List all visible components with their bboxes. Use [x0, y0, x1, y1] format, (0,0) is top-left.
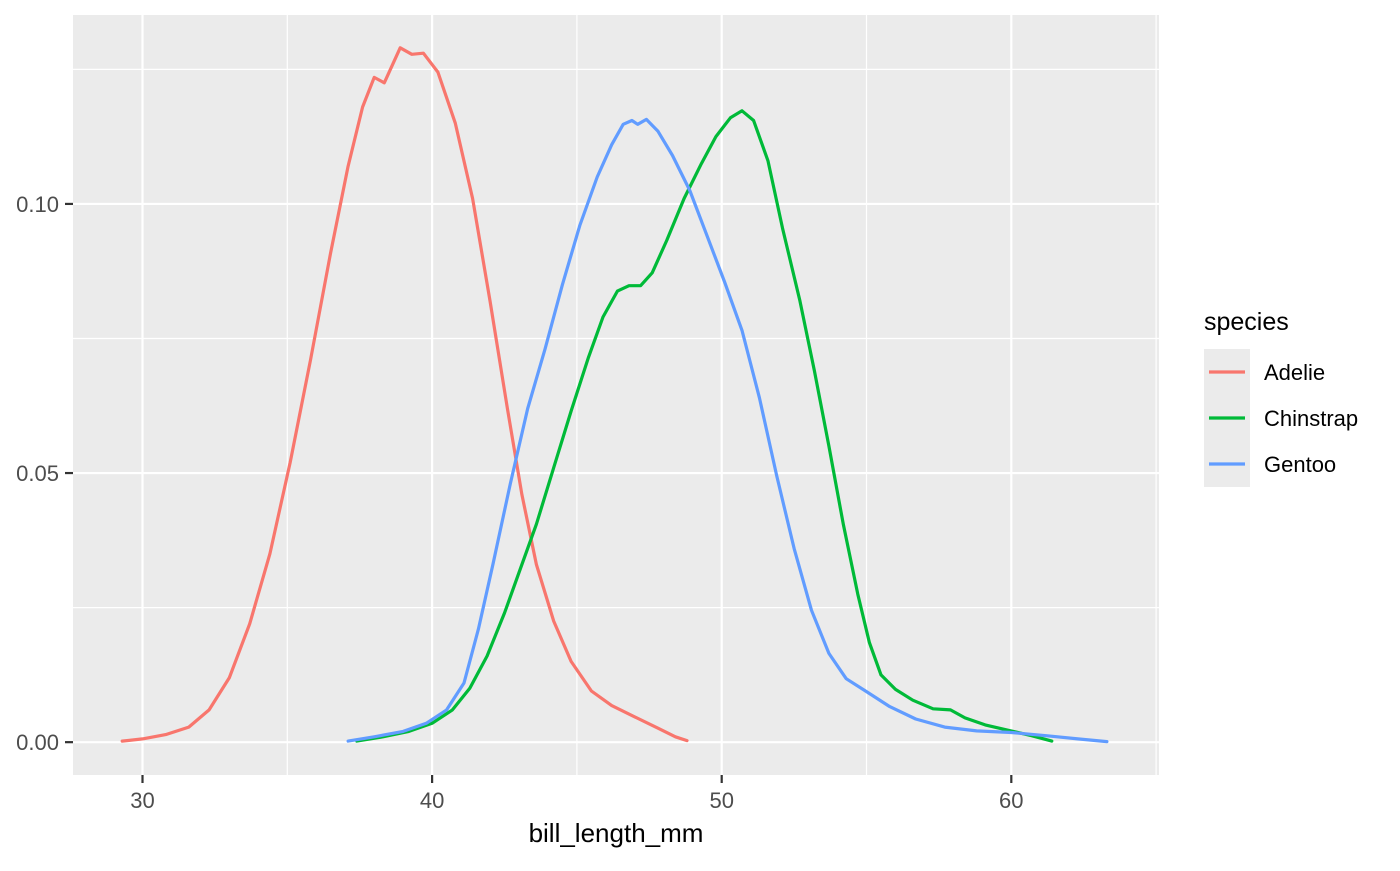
- plot-panel: [73, 15, 1159, 775]
- density-curve-adelie: [120, 46, 689, 743]
- panel-background: [73, 15, 1159, 775]
- y-tick-label: 0.10: [16, 192, 59, 217]
- legend-item-label: Chinstrap: [1264, 406, 1358, 431]
- density-curve-chinstrap: [355, 109, 1054, 743]
- legend-items: Adelie Chinstrap Gentoo: [1204, 349, 1358, 487]
- x-tick-label: 60: [999, 788, 1023, 813]
- density-curve-gentoo: [346, 117, 1109, 744]
- legend-item-label: Gentoo: [1264, 452, 1336, 477]
- y-tick-label: 0.05: [16, 461, 59, 486]
- legend-item-label: Adelie: [1264, 360, 1325, 385]
- legend: species Adelie Chinstrap Gentoo: [1204, 308, 1358, 487]
- x-tick-label: 30: [130, 788, 154, 813]
- y-axis: 0.00 0.05 0.10: [16, 192, 73, 755]
- legend-item-adelie: Adelie: [1204, 349, 1325, 395]
- legend-title: species: [1204, 308, 1289, 336]
- x-axis: 30 40 50 60: [130, 775, 1024, 813]
- x-tick-label: 50: [709, 788, 733, 813]
- gridlines-major: [73, 15, 1159, 775]
- x-tick-label: 40: [420, 788, 444, 813]
- legend-item-gentoo: Gentoo: [1204, 441, 1336, 487]
- density-curves: [120, 46, 1109, 744]
- x-axis-title: bill_length_mm: [529, 818, 704, 848]
- y-tick-label: 0.00: [16, 730, 59, 755]
- legend-item-chinstrap: Chinstrap: [1204, 395, 1358, 441]
